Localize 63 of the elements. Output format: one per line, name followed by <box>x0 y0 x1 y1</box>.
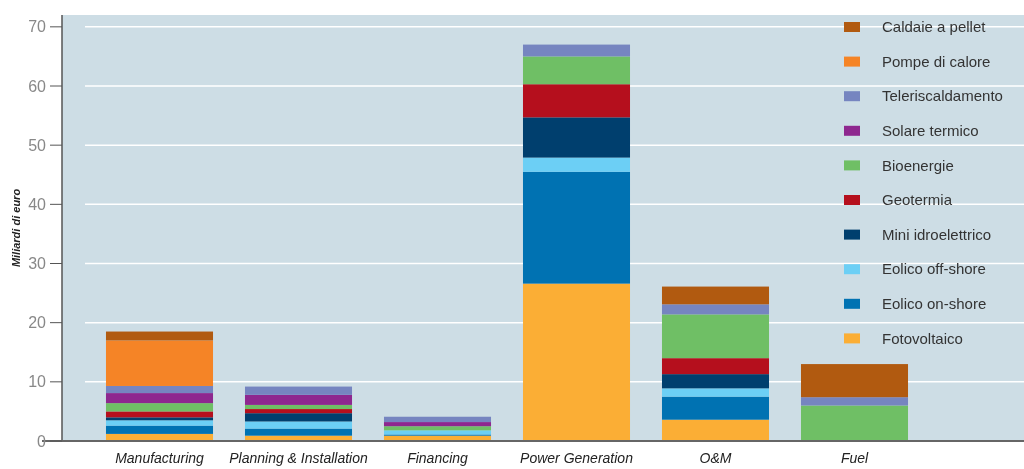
bar <box>522 171 631 284</box>
bar <box>522 84 631 118</box>
y-tick-label: 10 <box>28 373 47 391</box>
x-tick-label: Manufacturing <box>115 450 205 466</box>
y-tick-label: 30 <box>28 255 47 273</box>
legend-label: Eolico off-shore <box>882 260 986 278</box>
bar <box>800 364 909 398</box>
legend-label: Geotermia <box>882 191 953 209</box>
x-tick-label: Planning & Installation <box>229 450 368 466</box>
x-tick-label: Fuel <box>840 450 870 466</box>
bar <box>800 397 909 406</box>
y-tick-label: 40 <box>28 195 47 213</box>
bar <box>105 331 214 341</box>
bar <box>105 393 214 404</box>
x-tick-label: Power Generation <box>520 450 634 466</box>
legend-label: Solare termico <box>882 122 979 140</box>
bar <box>244 409 353 414</box>
bar <box>661 304 770 315</box>
y-tick-label: 60 <box>28 77 47 95</box>
bar <box>105 403 214 412</box>
bar <box>522 283 631 441</box>
bar <box>661 358 770 375</box>
y-tick-label: 0 <box>37 432 47 450</box>
bar <box>522 157 631 172</box>
bar <box>383 426 492 431</box>
legend-label: Bioenergie <box>882 156 954 174</box>
bar <box>244 386 353 395</box>
bar <box>105 340 214 386</box>
bar <box>661 286 770 305</box>
bar <box>383 416 492 423</box>
bar <box>244 421 353 429</box>
bar <box>105 417 214 421</box>
x-tick-label: O&M <box>699 450 732 466</box>
y-tick-label: 70 <box>28 18 47 36</box>
bar <box>661 388 770 397</box>
y-axis-title: Miliardi di euro <box>10 188 22 268</box>
bar <box>383 422 492 427</box>
bar <box>105 385 214 394</box>
bar <box>105 411 214 418</box>
legend-label: Eolico on-shore <box>882 295 987 313</box>
bar <box>244 413 353 422</box>
bar <box>522 56 631 85</box>
legend-label: Pompe di calore <box>882 52 991 70</box>
bar <box>522 44 631 57</box>
bar <box>244 404 353 410</box>
bar <box>105 420 214 426</box>
bar <box>522 117 631 158</box>
legend-label: Teleriscaldamento <box>882 87 1003 105</box>
bar <box>800 405 909 441</box>
bar <box>661 314 770 359</box>
bar <box>661 419 770 441</box>
bar <box>661 374 770 389</box>
legend-label: Caldaie a pellet <box>882 18 987 36</box>
bar <box>244 428 353 436</box>
bar <box>105 425 214 434</box>
legend-label: Mini idroelettrico <box>882 225 992 243</box>
y-tick-label: 50 <box>28 136 47 154</box>
bar <box>383 430 492 435</box>
bar <box>244 394 353 405</box>
bar <box>661 396 770 420</box>
legend-label: Fotovoltaico <box>882 329 963 347</box>
y-tick-label: 20 <box>28 314 47 332</box>
x-tick-label: Financing <box>407 450 469 466</box>
